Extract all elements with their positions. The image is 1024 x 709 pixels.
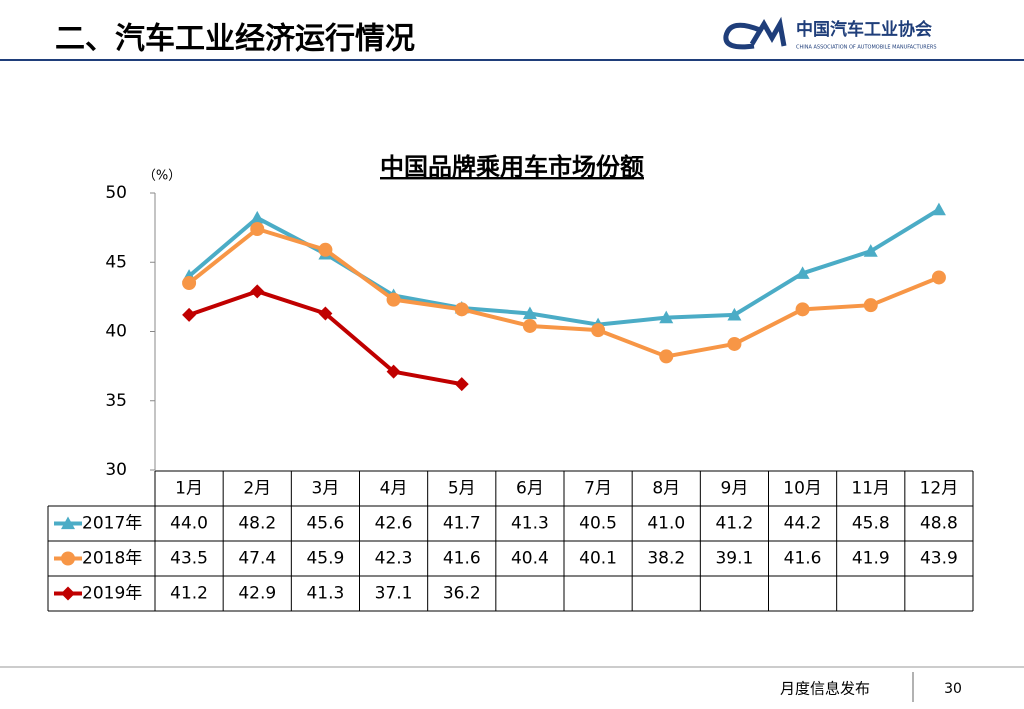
x-tick-label: 9月 (721, 479, 749, 499)
marker (250, 222, 265, 237)
table-value: 45.9 (306, 549, 344, 569)
marker (727, 336, 742, 351)
marker (522, 306, 537, 320)
table-value: 40.1 (579, 549, 617, 569)
marker (182, 276, 197, 291)
marker (591, 323, 606, 338)
page-number: 30 (944, 681, 962, 697)
table-value: 41.7 (443, 514, 481, 534)
marker (863, 244, 878, 257)
marker (318, 306, 333, 321)
marker (386, 364, 401, 379)
marker (931, 270, 946, 285)
logo-english: CHINA ASSOCIATION OF AUTOMOBILE MANUFACT… (796, 45, 937, 51)
series-line (187, 227, 940, 359)
marker (454, 302, 469, 317)
table-value: 45.8 (852, 514, 890, 534)
table-value: 36.2 (443, 584, 481, 604)
legend-marker (61, 586, 75, 601)
table-value: 43.5 (170, 549, 208, 569)
marker (250, 284, 265, 299)
x-tick-label: 7月 (584, 479, 612, 499)
legend-label: 2018年 (82, 549, 142, 569)
table-value: 44.0 (170, 514, 208, 534)
y-axis-label: （%） (143, 169, 181, 184)
logo-name: 中国汽车工业协会 (796, 19, 932, 40)
y-tick-label: 50 (105, 183, 127, 203)
x-tick-label: 4月 (380, 479, 408, 499)
marker (659, 310, 674, 324)
marker (727, 307, 742, 321)
table-value: 42.6 (375, 514, 413, 534)
y-tick-label: 30 (105, 460, 127, 480)
marker (318, 242, 333, 257)
x-tick-label: 12月 (920, 479, 959, 499)
marker (795, 266, 810, 279)
table-value: 48.2 (238, 514, 276, 534)
marker (386, 292, 401, 307)
table-value: 43.9 (920, 549, 958, 569)
footer-text: 月度信息发布 (780, 680, 870, 698)
chart-title: 中国品牌乘用车市场份额 (380, 153, 644, 181)
table-value: 42.3 (375, 549, 413, 569)
table-value: 38.2 (647, 549, 685, 569)
table-value: 41.2 (170, 584, 208, 604)
table-value: 47.4 (238, 549, 276, 569)
table-value: 41.3 (511, 514, 549, 534)
x-tick-label: 10月 (783, 479, 822, 499)
x-tick-label: 5月 (448, 479, 476, 499)
table-value: 41.6 (784, 549, 822, 569)
slide-title: 二、汽车工业经济运行情况 (55, 22, 415, 57)
x-tick-label: 11月 (851, 479, 890, 499)
x-tick-label: 2月 (243, 479, 271, 499)
table-value: 39.1 (715, 549, 753, 569)
marker (795, 302, 810, 317)
legend-label: 2019年 (82, 584, 142, 604)
x-tick-label: 6月 (516, 479, 544, 499)
x-tick-label: 1月 (175, 479, 203, 499)
table-value: 41.6 (443, 549, 481, 569)
table-value: 44.2 (784, 514, 822, 534)
table-value: 41.0 (647, 514, 685, 534)
marker (931, 202, 946, 216)
legend-label: 2017年 (82, 514, 142, 534)
x-tick-label: 3月 (312, 479, 340, 499)
table-value: 41.9 (852, 549, 890, 569)
x-tick-label: 8月 (652, 479, 680, 499)
marker (863, 298, 878, 313)
table-value: 41.2 (715, 514, 753, 534)
marker (182, 307, 197, 322)
table-value: 48.8 (920, 514, 958, 534)
marker (250, 210, 265, 224)
marker (659, 349, 674, 364)
marker (454, 377, 469, 392)
y-tick-label: 35 (105, 391, 127, 411)
y-tick-label: 45 (105, 252, 127, 272)
table-value: 40.5 (579, 514, 617, 534)
table-value: 42.9 (238, 584, 276, 604)
legend-marker (61, 516, 75, 530)
table-value: 40.4 (511, 549, 549, 569)
logo-mark (723, 16, 787, 50)
y-tick-label: 40 (105, 322, 127, 342)
table-value: 37.1 (375, 584, 413, 604)
table-value: 41.3 (306, 584, 344, 604)
marker (522, 318, 537, 333)
legend-marker (61, 551, 75, 566)
table-value: 45.6 (306, 514, 344, 534)
